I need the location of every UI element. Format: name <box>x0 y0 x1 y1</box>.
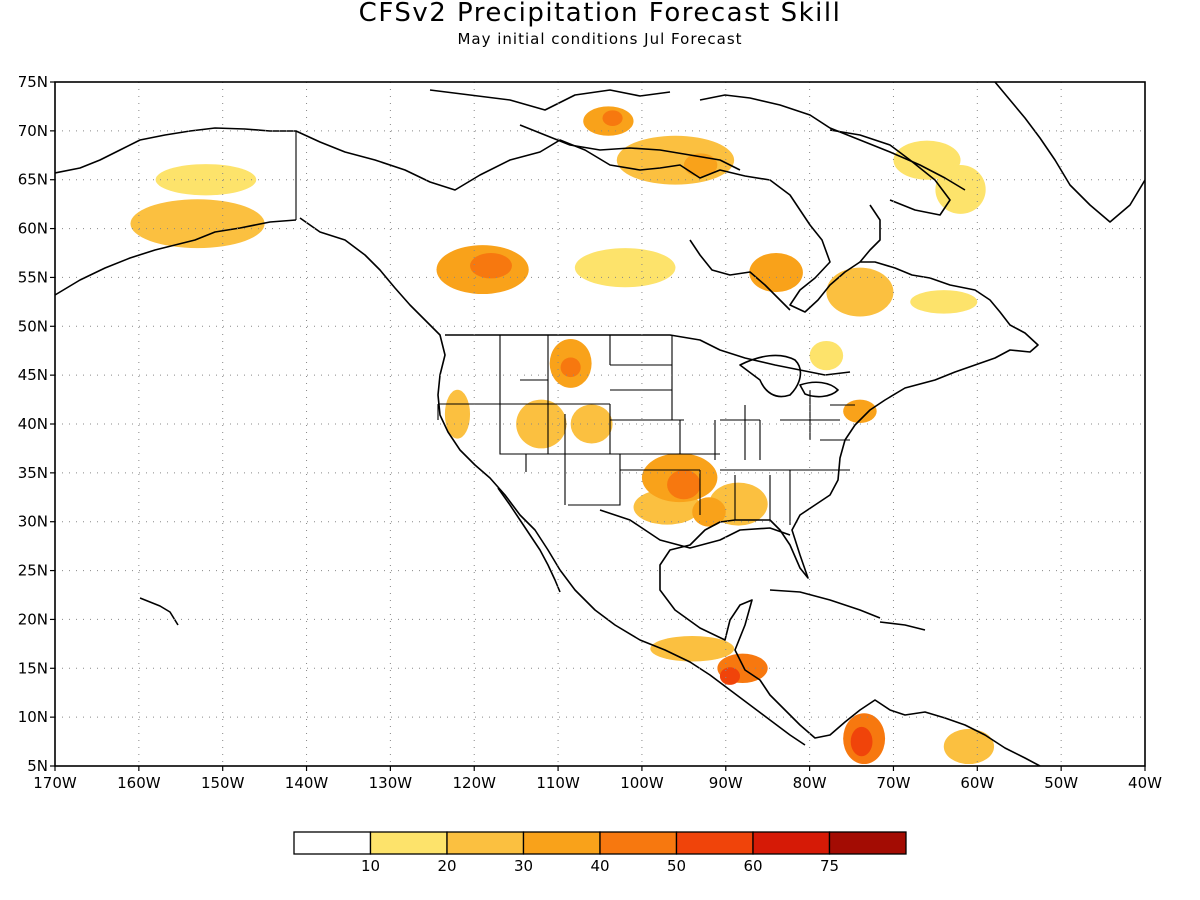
colorbar-swatch <box>293 831 372 855</box>
axis-ticks <box>50 81 1146 771</box>
colorbar-swatch <box>446 831 525 855</box>
skill-region <box>155 164 257 196</box>
skill-region <box>560 357 581 378</box>
skill-region <box>692 497 726 527</box>
lon-tick-label: 140W <box>285 774 329 792</box>
colorbar-swatch <box>675 831 754 855</box>
cuba <box>769 589 881 619</box>
baffin-island <box>829 129 951 216</box>
lat-tick-label: 5N <box>27 757 48 775</box>
hudson-bay <box>689 239 791 311</box>
lat-tick-label: 15N <box>18 659 48 677</box>
lat-tick-label: 30N <box>18 513 48 531</box>
skill-region <box>130 199 265 249</box>
longitude-labels: 170W 160W 150W 140W 130W 120W 110W 100W 90W 80W 70… <box>33 774 1162 792</box>
lat-tick-label: 75N <box>18 73 48 91</box>
colorbar-swatch <box>752 831 831 855</box>
north-america-coastline <box>55 127 1041 766</box>
colorbar-label: 10 <box>361 857 380 875</box>
colorbar-label: 75 <box>820 857 839 875</box>
lon-tick-label: 120W <box>452 774 496 792</box>
skill-region <box>570 404 613 444</box>
latitude-labels: 75N 70N 65N 60N 55N 50N 45N 40N 35N 30N 25N 20N 15N 1… <box>18 73 48 775</box>
skill-region <box>850 726 873 757</box>
lat-tick-label: 10N <box>18 708 48 726</box>
lat-tick-label: 25N <box>18 562 48 580</box>
hawaii <box>139 597 179 626</box>
baja-california <box>497 487 561 593</box>
lat-tick-label: 70N <box>18 122 48 140</box>
skill-region <box>749 252 803 293</box>
skill-region <box>910 290 978 314</box>
arctic-islands-2 <box>519 124 741 171</box>
lon-tick-label: 130W <box>369 774 413 792</box>
lon-tick-label: 100W <box>620 774 664 792</box>
us-east-states <box>720 390 855 525</box>
skill-region <box>444 389 471 439</box>
colorbar-swatch <box>522 831 601 855</box>
arctic-islands-1 <box>429 89 671 111</box>
colorbar-label: 60 <box>743 857 762 875</box>
skill-region <box>574 248 676 288</box>
us-central-states <box>609 335 720 515</box>
lon-tick-label: 60W <box>960 774 994 792</box>
lon-tick-label: 170W <box>33 774 77 792</box>
lon-tick-label: 70W <box>877 774 911 792</box>
skill-region <box>943 728 995 765</box>
greenland-coast <box>994 82 1145 223</box>
lon-tick-label: 150W <box>201 774 245 792</box>
skill-region <box>470 253 512 279</box>
map-title: CFSv2 Precipitation Forecast Skill <box>358 0 842 28</box>
us-west-states <box>437 335 621 506</box>
alaska-coast <box>55 219 297 296</box>
lat-tick-label: 20N <box>18 610 48 628</box>
colorbar-label: 30 <box>514 857 533 875</box>
lat-tick-label: 55N <box>18 268 48 286</box>
skill-region <box>683 153 718 177</box>
lat-tick-label: 40N <box>18 415 48 433</box>
state-boundaries <box>295 131 855 525</box>
skill-region <box>602 110 623 126</box>
skill-region <box>719 667 741 685</box>
colorbar-label: 50 <box>667 857 686 875</box>
lat-tick-label: 65N <box>18 171 48 189</box>
us-canada-border <box>445 334 851 376</box>
lat-tick-label: 35N <box>18 464 48 482</box>
skill-region <box>826 267 894 317</box>
colorbar-label: 40 <box>590 857 609 875</box>
lat-tick-label: 60N <box>18 220 48 238</box>
hispaniola <box>879 621 926 631</box>
skill-region <box>667 469 701 500</box>
skill-region <box>809 340 844 371</box>
arctic-islands-3 <box>699 94 966 191</box>
lon-tick-label: 80W <box>793 774 827 792</box>
skill-region <box>516 399 567 449</box>
lon-tick-label: 160W <box>117 774 161 792</box>
colorbar-swatch <box>369 831 448 855</box>
lon-tick-label: 40W <box>1128 774 1162 792</box>
lon-tick-label: 110W <box>536 774 580 792</box>
lat-tick-label: 45N <box>18 366 48 384</box>
colorbar: 10 20 30 40 50 60 75 <box>293 831 907 875</box>
lon-tick-label: 90W <box>709 774 743 792</box>
colorbar-label: 20 <box>437 857 456 875</box>
skill-region <box>650 636 735 662</box>
colorbar-swatch <box>599 831 678 855</box>
lon-tick-label: 50W <box>1044 774 1078 792</box>
skill-region <box>893 140 961 180</box>
lat-tick-label: 50N <box>18 317 48 335</box>
coastlines <box>55 82 1145 766</box>
colorbar-swatch <box>828 831 907 855</box>
gulf-coast <box>599 509 791 549</box>
skill-shading <box>130 106 995 765</box>
map-subtitle: May initial conditions Jul Forecast <box>457 30 743 48</box>
labrador <box>859 204 881 263</box>
great-lakes <box>739 354 839 398</box>
